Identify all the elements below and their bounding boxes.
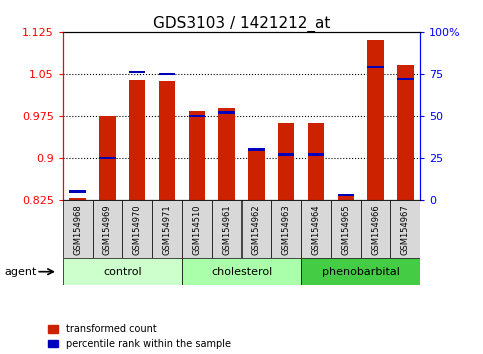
Text: GSM154968: GSM154968 [73, 205, 82, 256]
Bar [301, 200, 331, 258]
Bar [152, 200, 182, 258]
Text: GSM154967: GSM154967 [401, 205, 410, 256]
Bar [159, 81, 175, 200]
Bar [278, 154, 294, 156]
Bar [278, 122, 294, 200]
Text: control: control [103, 267, 142, 277]
Bar [301, 258, 420, 285]
Bar [122, 200, 152, 258]
Text: GSM154963: GSM154963 [282, 205, 291, 256]
Text: GSM154962: GSM154962 [252, 205, 261, 255]
Bar [182, 258, 301, 285]
Text: GSM154969: GSM154969 [103, 205, 112, 255]
Bar [70, 198, 86, 200]
Legend: transformed count, percentile rank within the sample: transformed count, percentile rank withi… [48, 324, 231, 349]
Bar [212, 200, 242, 258]
Text: GSM154966: GSM154966 [371, 205, 380, 256]
Bar [248, 151, 265, 200]
Bar [63, 258, 182, 285]
Bar [129, 80, 145, 200]
Text: GSM154965: GSM154965 [341, 205, 350, 255]
Bar [338, 194, 354, 196]
Bar [308, 123, 324, 200]
Bar [218, 112, 235, 114]
Bar [189, 115, 205, 117]
Bar [159, 73, 175, 75]
Bar [99, 116, 115, 200]
Bar [390, 200, 420, 258]
Text: GSM154510: GSM154510 [192, 205, 201, 255]
Bar [271, 200, 301, 258]
Bar [129, 71, 145, 73]
Text: GSM154971: GSM154971 [163, 205, 171, 255]
Bar [218, 108, 235, 200]
Bar [338, 194, 354, 200]
Text: agent: agent [5, 267, 37, 277]
Bar [63, 200, 93, 258]
Bar [93, 200, 122, 258]
Text: GSM154961: GSM154961 [222, 205, 231, 255]
Bar [70, 190, 86, 193]
Text: GSM154970: GSM154970 [133, 205, 142, 255]
Text: phenobarbital: phenobarbital [322, 267, 399, 277]
Text: cholesterol: cholesterol [211, 267, 272, 277]
Bar [99, 157, 115, 159]
Bar [397, 65, 413, 200]
Bar [248, 148, 265, 151]
Bar [308, 154, 324, 156]
Bar [361, 200, 390, 258]
Bar [331, 200, 361, 258]
Bar [242, 200, 271, 258]
Bar [189, 112, 205, 200]
Bar [182, 200, 212, 258]
Bar [368, 66, 384, 68]
Text: GDS3103 / 1421212_at: GDS3103 / 1421212_at [153, 16, 330, 32]
Bar [397, 78, 413, 80]
Text: GSM154964: GSM154964 [312, 205, 320, 255]
Bar [368, 40, 384, 200]
